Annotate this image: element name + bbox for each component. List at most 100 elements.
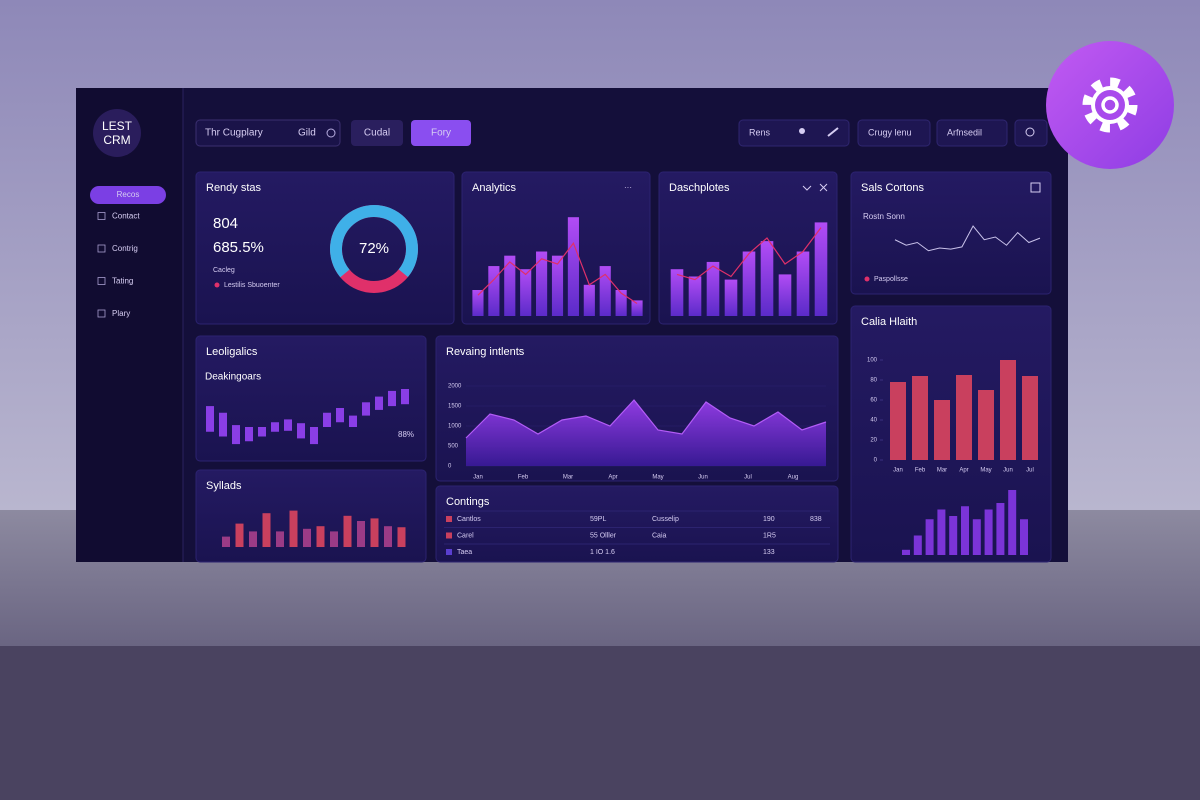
button-label: Cudal — [364, 128, 390, 139]
legend-dot — [864, 276, 870, 282]
top-button-label: Crugy lenu — [868, 127, 912, 137]
bar — [599, 266, 611, 316]
top-button[interactable] — [936, 119, 1008, 147]
candle — [271, 422, 279, 432]
caption: Cacleg — [213, 267, 235, 274]
gear-inner — [1095, 90, 1125, 120]
x-tick-label: May — [652, 475, 663, 481]
icon — [799, 128, 805, 134]
menu-dots: ··· — [624, 183, 632, 192]
gear-teeth — [1082, 77, 1138, 133]
bar — [357, 521, 365, 547]
nav-item[interactable]: Contrig — [112, 244, 138, 253]
trend-line — [676, 227, 822, 281]
bar — [488, 266, 500, 316]
search-tag: Gild — [298, 128, 316, 139]
bar — [1020, 519, 1028, 555]
x-tick-label: Apr — [959, 468, 968, 474]
bar — [551, 255, 564, 316]
bar — [276, 531, 284, 547]
bar — [760, 241, 774, 316]
table-cell: Taea — [457, 549, 472, 556]
bar — [912, 376, 928, 460]
x-tick-label: Jul — [744, 475, 752, 481]
bar — [316, 526, 325, 547]
icon — [1025, 127, 1035, 137]
card-title: Contings — [446, 496, 490, 508]
icon — [1030, 182, 1041, 193]
y-tick-label: 1000 — [448, 424, 462, 430]
search-text: Thr Cugplary — [205, 128, 263, 139]
x-tick-label: Apr — [608, 475, 617, 481]
table-cell: 1 IO 1.6 — [590, 549, 615, 556]
nav-item[interactable]: Plary — [112, 309, 130, 318]
x-tick-label: Mar — [937, 468, 947, 474]
x-tick-label: Jan — [893, 468, 903, 474]
table-cell: 55 Olller — [590, 532, 617, 539]
candle — [362, 402, 370, 416]
row-dot — [446, 532, 452, 539]
bar — [567, 217, 579, 316]
button[interactable] — [411, 120, 471, 146]
donut-label: 72% — [359, 240, 389, 257]
candle — [323, 412, 331, 427]
card — [850, 171, 1052, 295]
table-cell: Cantlos — [457, 516, 481, 523]
bar — [1008, 490, 1017, 555]
table-cell: Caia — [652, 532, 667, 539]
card-title: Sals Cortons — [861, 182, 924, 194]
gear-hole — [1101, 96, 1119, 114]
candle — [349, 415, 357, 427]
sidebar — [76, 88, 183, 562]
x-tick-label: Aug — [788, 475, 799, 481]
note: 88% — [398, 430, 414, 439]
legend-label: Paspollsse — [874, 276, 908, 283]
x-tick-label: Mar — [563, 475, 573, 481]
nav-active[interactable] — [90, 186, 166, 204]
bar — [397, 527, 406, 547]
bar — [996, 503, 1005, 555]
top-button[interactable] — [738, 119, 850, 147]
table-cell: Carel — [457, 532, 474, 539]
bar — [262, 513, 271, 547]
x-tick-label: Jul — [1026, 468, 1034, 474]
nav-icon — [97, 244, 106, 253]
bar — [961, 506, 969, 555]
candle — [297, 423, 305, 439]
card-title: Analytics — [472, 182, 517, 194]
bar — [249, 531, 257, 547]
nav-item[interactable]: Recos — [117, 190, 140, 199]
bar — [913, 535, 922, 555]
card-title: Revaing intlents — [446, 346, 525, 358]
table-cell: 1R5 — [763, 532, 776, 539]
card-title: Syllads — [206, 480, 242, 492]
candle — [219, 412, 227, 437]
bar — [472, 290, 484, 316]
logo-line: CRM — [103, 133, 130, 147]
stat: 804 — [213, 215, 238, 232]
sales-line — [894, 225, 1041, 252]
bar — [956, 375, 972, 460]
search-box[interactable] — [195, 119, 341, 147]
bar — [978, 390, 994, 460]
search-button[interactable] — [1014, 119, 1048, 147]
top-button[interactable] — [857, 119, 931, 147]
card-title: Calia Hlaith — [861, 316, 917, 328]
nav-icon — [97, 309, 106, 318]
y-tick-label: 500 — [448, 444, 459, 450]
candle — [375, 396, 383, 410]
nav-icon — [97, 277, 106, 285]
nav-item[interactable]: Contact — [112, 212, 140, 221]
card — [658, 171, 838, 325]
card-title: Leoligalics — [206, 346, 258, 358]
button[interactable] — [351, 120, 403, 146]
icon — [802, 183, 828, 192]
table-cell: Cusselip — [652, 516, 679, 523]
nav-item[interactable]: Tating — [112, 277, 133, 286]
card — [195, 335, 427, 462]
y-tick-label: 40 — [870, 418, 877, 424]
card-title: Rendy stas — [206, 182, 262, 194]
search-clear — [326, 128, 336, 138]
candle — [336, 408, 344, 423]
